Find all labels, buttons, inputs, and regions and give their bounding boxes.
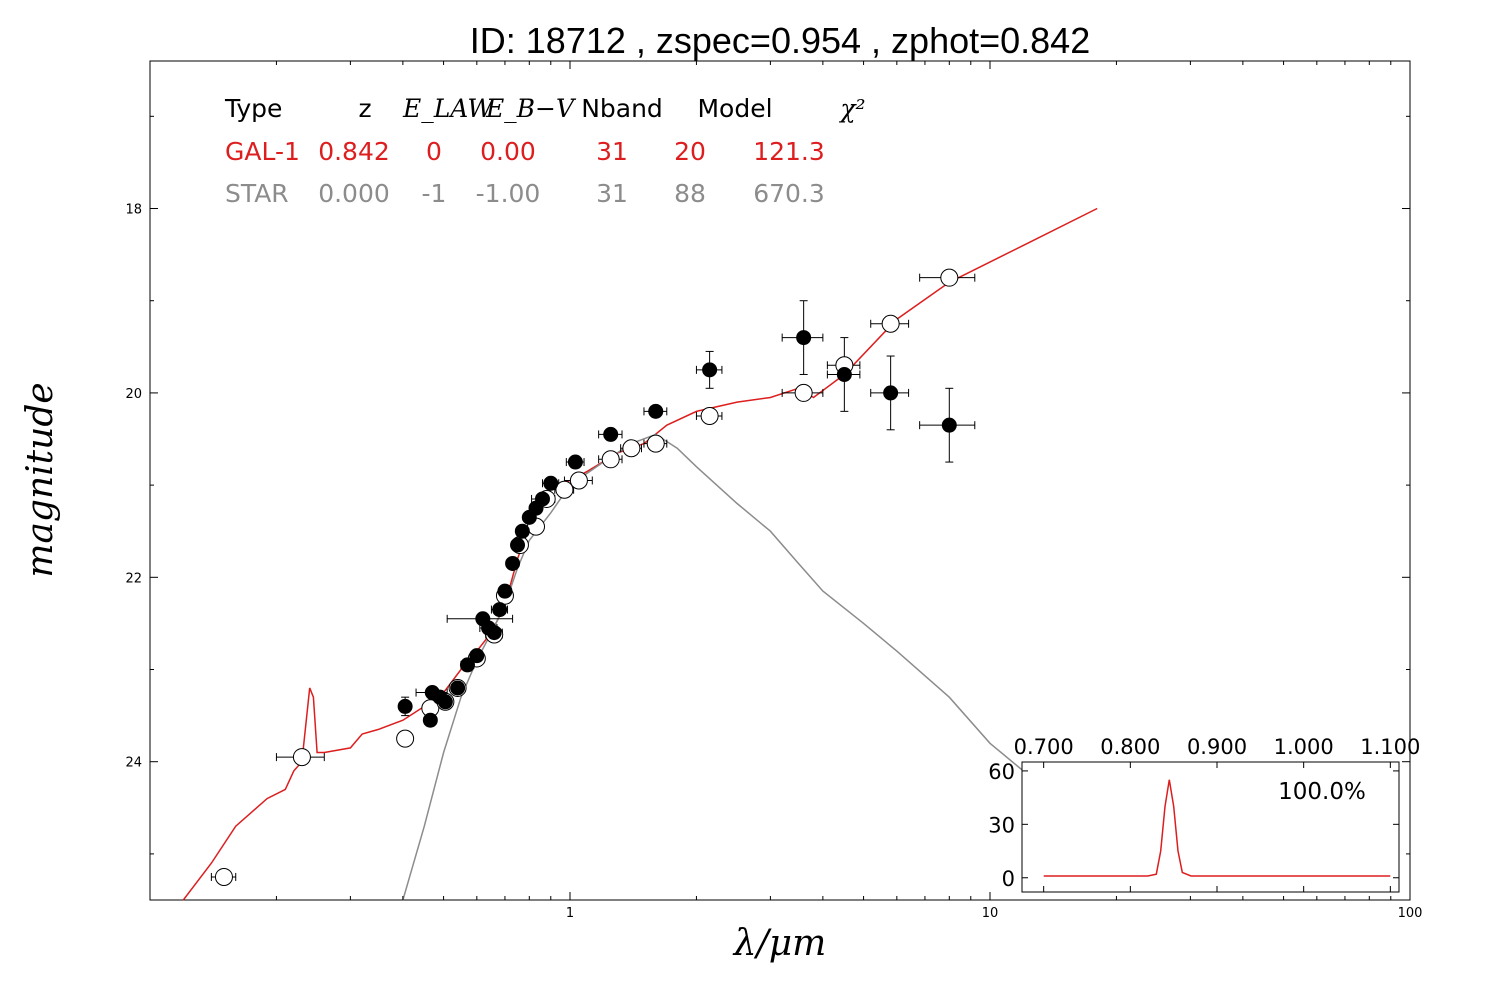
table-cell: 670.3: [753, 179, 825, 208]
main-plot: 18 20 22 24 1 10 100: [125, 60, 1422, 921]
table-header: χ²: [838, 94, 865, 123]
observed-flux-point: [497, 583, 513, 599]
table-cell: 31: [596, 137, 628, 166]
table-cell: 31: [596, 179, 628, 208]
table-cell: 88: [674, 179, 706, 208]
table-cell: 0.842: [318, 137, 390, 166]
observed-flux-point: [492, 602, 508, 618]
model-flux-point: [214, 867, 233, 886]
model-flux-point: [622, 439, 641, 458]
model-flux-point: [700, 406, 719, 425]
observed-flux-point: [567, 454, 583, 470]
points-layer: [210, 268, 976, 886]
x-tick-label: 10: [982, 906, 999, 921]
star-model-line: [402, 433, 1024, 901]
observed-flux-point: [796, 330, 812, 346]
x-axis-label: λ/μm: [732, 923, 826, 964]
model-flux-point: [396, 729, 415, 748]
model-flux-point: [569, 471, 588, 490]
table-cell: 0.000: [318, 179, 390, 208]
observed-flux-point: [486, 625, 502, 641]
plot-frame: [149, 60, 1411, 901]
model-flux-point: [940, 268, 959, 287]
inset-y-tick-label: 60: [988, 760, 1015, 784]
table-cell: 121.3: [753, 137, 825, 166]
inset-y-tick-label: 30: [988, 813, 1015, 837]
observed-flux-point: [603, 426, 619, 442]
table-cell: GAL-1: [225, 137, 300, 166]
table-cell: 0: [426, 137, 442, 166]
table-header: Type: [224, 94, 282, 123]
observed-flux-point: [437, 694, 453, 710]
observed-flux-point: [534, 491, 550, 507]
galaxy-model-layer: [182, 207, 1098, 901]
table-header: E_LAW: [402, 94, 495, 123]
x-tick-label: 1: [566, 906, 574, 921]
inset-layer: 0.700 0.800 0.900 1.000 1.100 60 30 0: [988, 735, 1420, 892]
ticks-layer: 18 20 22 24 1 10 100: [125, 61, 1422, 921]
table-header: z: [358, 94, 371, 123]
observed-flux-point: [469, 648, 485, 664]
model-flux-point: [555, 480, 574, 499]
table-header: E_B−V: [485, 94, 577, 123]
model-flux-point: [646, 434, 665, 453]
observed-flux-point: [836, 366, 852, 382]
observed-flux-point: [397, 698, 413, 714]
observed-flux-point: [459, 657, 475, 673]
observed-flux-point: [510, 537, 526, 553]
chart-title: ID: 18712 , zspec=0.954 , zphot=0.842: [470, 20, 1090, 61]
table-cell: 20: [674, 137, 706, 166]
redshift-pdf-inset: 0.700 0.800 0.900 1.000 1.100 60 30 0 100.0%: [988, 735, 1420, 893]
inset-x-tick-label: 0.800: [1100, 735, 1160, 759]
inset-x-tick-label: 1.000: [1274, 735, 1334, 759]
inset-y-tick-label: 0: [1002, 867, 1015, 891]
model-flux-point: [601, 450, 620, 469]
table-cell: STAR: [225, 179, 289, 208]
inset-x-tick-label: 1.100: [1360, 735, 1420, 759]
model-flux-point: [292, 748, 311, 767]
table-cell: -1: [422, 179, 447, 208]
table-header: Model: [697, 94, 772, 123]
observed-flux-point: [422, 712, 438, 728]
inset-x-tick-label: 0.700: [1014, 735, 1074, 759]
observed-flux-point: [883, 385, 899, 401]
inset-pdf-line: [1043, 779, 1391, 877]
model-flux-point: [794, 383, 813, 402]
observed-flux-point: [450, 680, 466, 696]
inset-percent: 100.0%: [1278, 779, 1366, 805]
observed-flux-point: [702, 362, 718, 378]
inset-x-tick-label: 0.900: [1187, 735, 1247, 759]
model-flux-point: [881, 314, 900, 333]
observed-flux-point: [648, 403, 664, 419]
galaxy-model-line: [182, 207, 1098, 901]
y-axis-label: magnitude: [20, 382, 61, 577]
table-cell: 0.00: [480, 137, 536, 166]
y-tick-label: 24: [125, 756, 142, 771]
observed-flux-point: [543, 475, 559, 491]
inset-frame: [1021, 761, 1400, 893]
y-tick-label: 18: [125, 203, 142, 218]
table-cell: -1.00: [476, 179, 541, 208]
observed-flux-point: [505, 555, 521, 571]
x-tick-label: 100: [1398, 906, 1423, 921]
observed-flux-point: [514, 523, 530, 539]
y-tick-label: 20: [125, 387, 142, 402]
observed-flux-point: [941, 417, 957, 433]
table-header: Nband: [581, 94, 663, 123]
y-tick-label: 22: [125, 571, 142, 586]
star-model-layer: [402, 433, 1024, 901]
